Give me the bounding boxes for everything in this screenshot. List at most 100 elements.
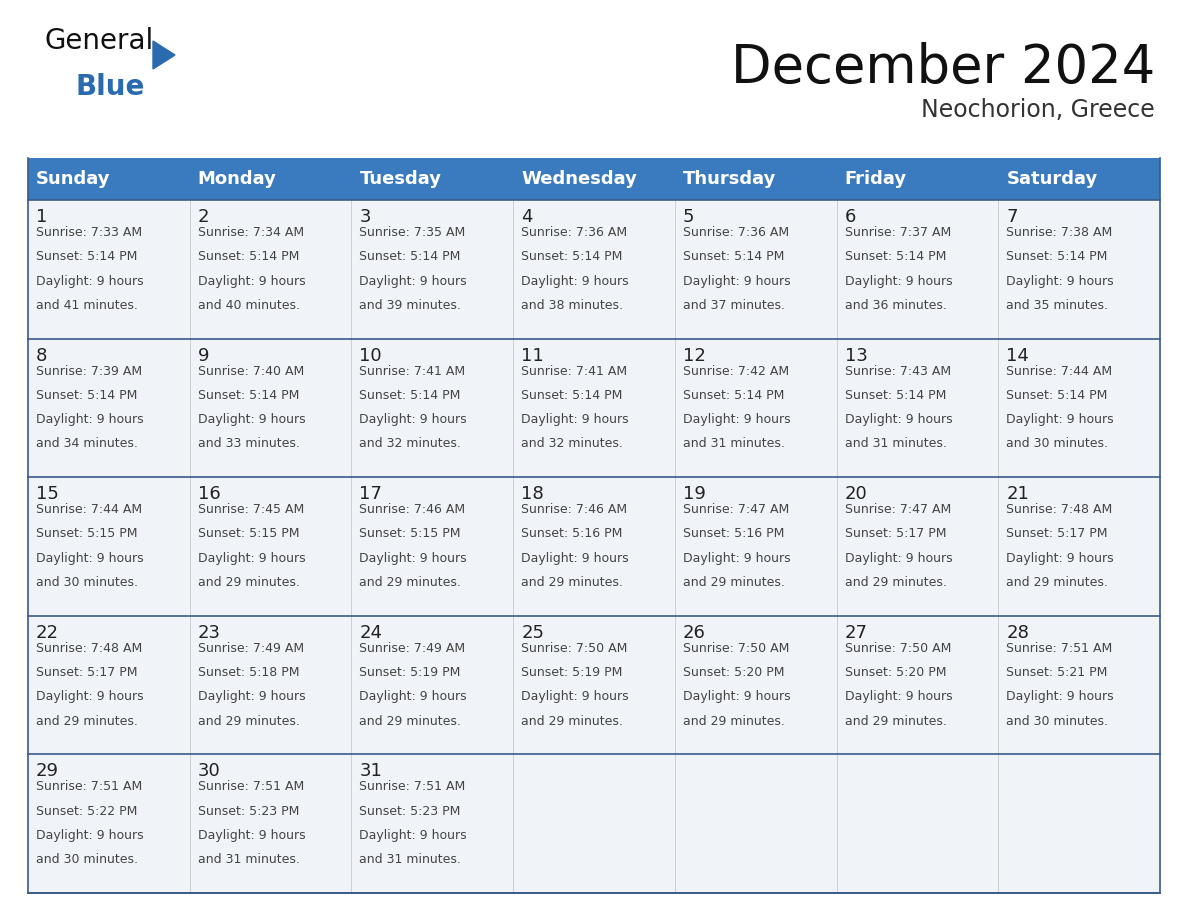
Text: Sunrise: 7:46 AM: Sunrise: 7:46 AM — [360, 503, 466, 516]
Text: Daylight: 9 hours: Daylight: 9 hours — [197, 552, 305, 565]
Text: Sunset: 5:14 PM: Sunset: 5:14 PM — [845, 389, 946, 402]
Text: 30: 30 — [197, 763, 221, 780]
Text: Sunset: 5:15 PM: Sunset: 5:15 PM — [36, 528, 138, 541]
Text: 14: 14 — [1006, 347, 1029, 364]
Text: 3: 3 — [360, 208, 371, 226]
Text: Sunrise: 7:47 AM: Sunrise: 7:47 AM — [683, 503, 789, 516]
Text: Sunset: 5:20 PM: Sunset: 5:20 PM — [683, 666, 784, 679]
Bar — [29, 755, 1159, 893]
Text: Blue: Blue — [75, 73, 145, 101]
Text: Daylight: 9 hours: Daylight: 9 hours — [1006, 274, 1114, 287]
Text: Daylight: 9 hours: Daylight: 9 hours — [845, 552, 953, 565]
Text: Thursday: Thursday — [683, 170, 776, 188]
Text: Sunrise: 7:51 AM: Sunrise: 7:51 AM — [36, 780, 143, 793]
Text: Sunrise: 7:43 AM: Sunrise: 7:43 AM — [845, 364, 950, 377]
Text: Sunset: 5:17 PM: Sunset: 5:17 PM — [1006, 528, 1107, 541]
Text: Sunrise: 7:42 AM: Sunrise: 7:42 AM — [683, 364, 789, 377]
Text: 21: 21 — [1006, 486, 1029, 503]
Text: Daylight: 9 hours: Daylight: 9 hours — [36, 690, 144, 703]
Text: Sunset: 5:17 PM: Sunset: 5:17 PM — [845, 528, 946, 541]
Text: Wednesday: Wednesday — [522, 170, 637, 188]
Text: and 41 minutes.: and 41 minutes. — [36, 298, 138, 312]
Text: Daylight: 9 hours: Daylight: 9 hours — [522, 413, 628, 426]
Text: Sunset: 5:14 PM: Sunset: 5:14 PM — [197, 389, 299, 402]
Text: and 29 minutes.: and 29 minutes. — [360, 576, 461, 589]
Text: Daylight: 9 hours: Daylight: 9 hours — [197, 413, 305, 426]
Text: Monday: Monday — [197, 170, 277, 188]
Text: Sunrise: 7:49 AM: Sunrise: 7:49 AM — [197, 642, 304, 655]
Text: 8: 8 — [36, 347, 48, 364]
Text: Sunrise: 7:45 AM: Sunrise: 7:45 AM — [197, 503, 304, 516]
Text: Sunset: 5:15 PM: Sunset: 5:15 PM — [197, 528, 299, 541]
Text: Sunrise: 7:51 AM: Sunrise: 7:51 AM — [1006, 642, 1112, 655]
Text: Sunset: 5:17 PM: Sunset: 5:17 PM — [36, 666, 138, 679]
Text: and 32 minutes.: and 32 minutes. — [522, 437, 623, 451]
Text: Sunset: 5:14 PM: Sunset: 5:14 PM — [522, 251, 623, 263]
Text: Sunset: 5:14 PM: Sunset: 5:14 PM — [683, 389, 784, 402]
Bar — [29, 616, 1159, 755]
Text: Sunrise: 7:46 AM: Sunrise: 7:46 AM — [522, 503, 627, 516]
Text: Sunset: 5:21 PM: Sunset: 5:21 PM — [1006, 666, 1107, 679]
Text: Daylight: 9 hours: Daylight: 9 hours — [36, 413, 144, 426]
Bar — [29, 339, 1159, 477]
Text: Friday: Friday — [845, 170, 906, 188]
Text: 28: 28 — [1006, 624, 1029, 642]
Text: 11: 11 — [522, 347, 544, 364]
Text: and 30 minutes.: and 30 minutes. — [1006, 714, 1108, 728]
Text: Sunrise: 7:39 AM: Sunrise: 7:39 AM — [36, 364, 143, 377]
Text: and 30 minutes.: and 30 minutes. — [36, 853, 138, 867]
Text: Sunrise: 7:34 AM: Sunrise: 7:34 AM — [197, 226, 304, 239]
Text: 19: 19 — [683, 486, 706, 503]
Text: 13: 13 — [845, 347, 867, 364]
Text: 31: 31 — [360, 763, 383, 780]
Text: and 29 minutes.: and 29 minutes. — [360, 714, 461, 728]
Text: Sunset: 5:14 PM: Sunset: 5:14 PM — [360, 389, 461, 402]
Text: Daylight: 9 hours: Daylight: 9 hours — [683, 413, 790, 426]
Text: Sunset: 5:16 PM: Sunset: 5:16 PM — [522, 528, 623, 541]
Text: Sunset: 5:18 PM: Sunset: 5:18 PM — [197, 666, 299, 679]
Text: Daylight: 9 hours: Daylight: 9 hours — [360, 413, 467, 426]
Text: 5: 5 — [683, 208, 694, 226]
Bar — [29, 158, 1159, 200]
Text: Sunrise: 7:51 AM: Sunrise: 7:51 AM — [360, 780, 466, 793]
Text: and 30 minutes.: and 30 minutes. — [1006, 437, 1108, 451]
Text: and 34 minutes.: and 34 minutes. — [36, 437, 138, 451]
Text: Sunrise: 7:36 AM: Sunrise: 7:36 AM — [522, 226, 627, 239]
Text: 17: 17 — [360, 486, 383, 503]
Text: and 29 minutes.: and 29 minutes. — [522, 714, 623, 728]
Text: Sunset: 5:19 PM: Sunset: 5:19 PM — [522, 666, 623, 679]
Text: Sunrise: 7:48 AM: Sunrise: 7:48 AM — [36, 642, 143, 655]
Text: Saturday: Saturday — [1006, 170, 1098, 188]
Text: and 29 minutes.: and 29 minutes. — [683, 576, 785, 589]
Bar — [29, 477, 1159, 616]
Text: Sunset: 5:16 PM: Sunset: 5:16 PM — [683, 528, 784, 541]
Text: 9: 9 — [197, 347, 209, 364]
Text: Sunrise: 7:35 AM: Sunrise: 7:35 AM — [360, 226, 466, 239]
Text: Sunrise: 7:38 AM: Sunrise: 7:38 AM — [1006, 226, 1112, 239]
Text: December 2024: December 2024 — [731, 42, 1155, 94]
Text: Sunrise: 7:40 AM: Sunrise: 7:40 AM — [197, 364, 304, 377]
Text: and 38 minutes.: and 38 minutes. — [522, 298, 624, 312]
Text: Daylight: 9 hours: Daylight: 9 hours — [197, 829, 305, 842]
Text: Sunrise: 7:50 AM: Sunrise: 7:50 AM — [683, 642, 789, 655]
Text: Daylight: 9 hours: Daylight: 9 hours — [845, 413, 953, 426]
Text: and 30 minutes.: and 30 minutes. — [36, 576, 138, 589]
Text: Sunrise: 7:44 AM: Sunrise: 7:44 AM — [1006, 364, 1112, 377]
Text: General: General — [45, 27, 154, 55]
Text: Sunrise: 7:50 AM: Sunrise: 7:50 AM — [845, 642, 950, 655]
Text: and 35 minutes.: and 35 minutes. — [1006, 298, 1108, 312]
Polygon shape — [153, 41, 175, 69]
Text: 24: 24 — [360, 624, 383, 642]
Text: Sunrise: 7:51 AM: Sunrise: 7:51 AM — [197, 780, 304, 793]
Text: 29: 29 — [36, 763, 59, 780]
Text: 15: 15 — [36, 486, 59, 503]
Text: Sunday: Sunday — [36, 170, 110, 188]
Text: 1: 1 — [36, 208, 48, 226]
Text: Daylight: 9 hours: Daylight: 9 hours — [36, 829, 144, 842]
Text: Daylight: 9 hours: Daylight: 9 hours — [360, 690, 467, 703]
Text: Sunrise: 7:49 AM: Sunrise: 7:49 AM — [360, 642, 466, 655]
Text: Tuesday: Tuesday — [360, 170, 442, 188]
Text: Daylight: 9 hours: Daylight: 9 hours — [522, 690, 628, 703]
Text: Sunset: 5:14 PM: Sunset: 5:14 PM — [197, 251, 299, 263]
Text: Sunrise: 7:47 AM: Sunrise: 7:47 AM — [845, 503, 950, 516]
